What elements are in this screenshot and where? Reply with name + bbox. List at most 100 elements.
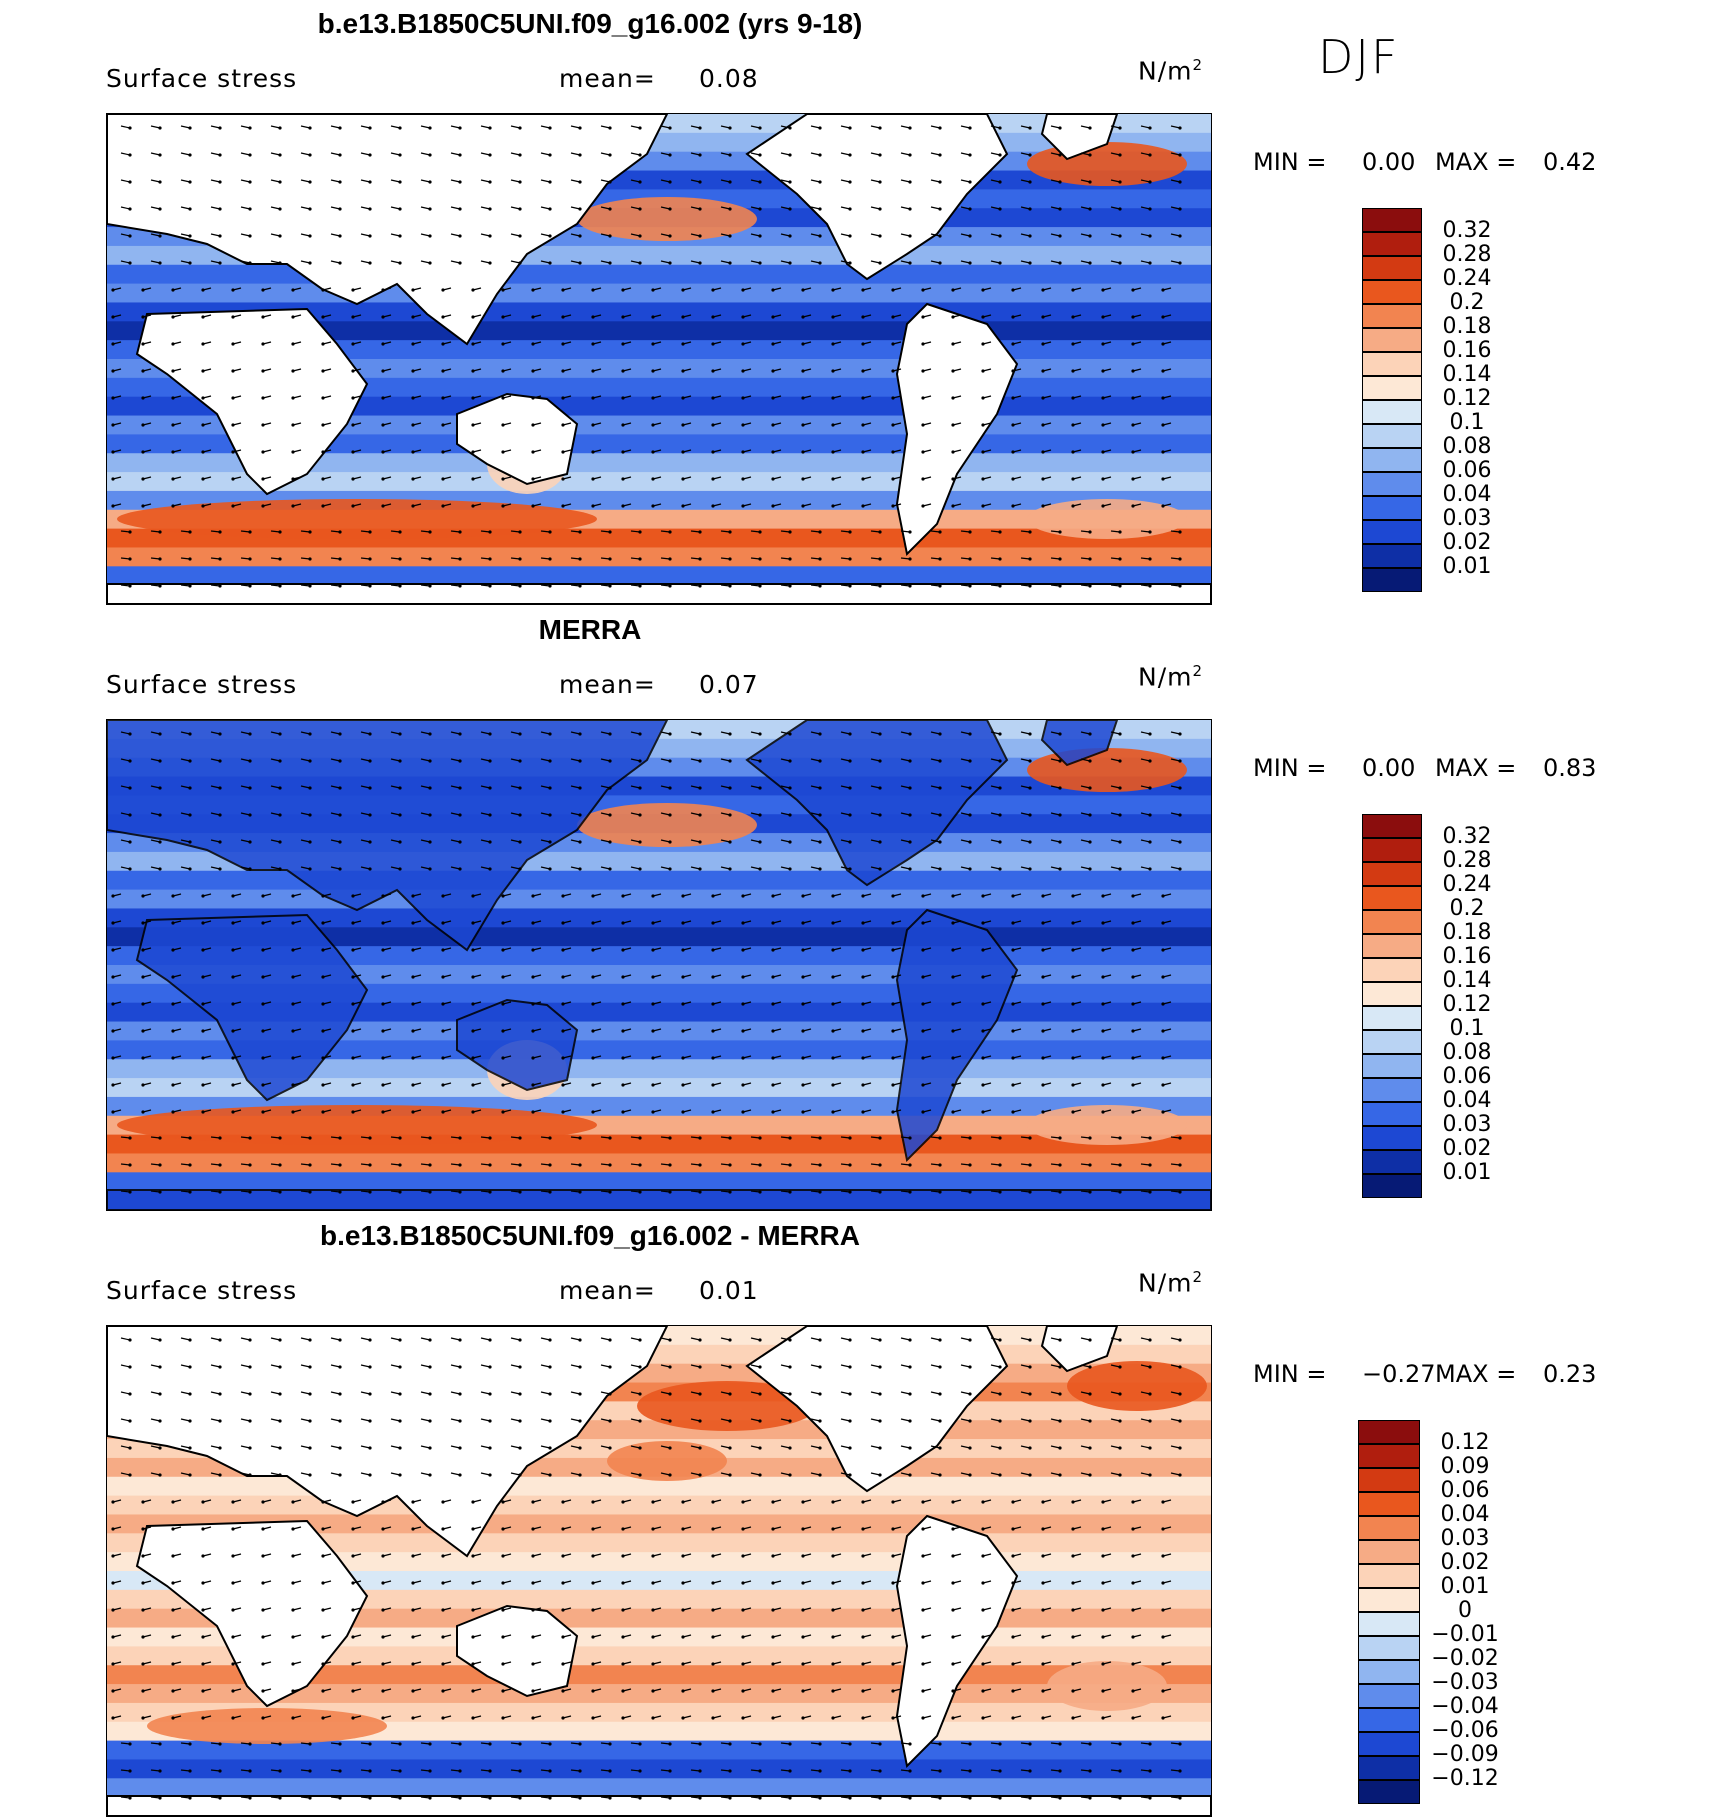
- colorbar-tick-label: 0.16: [1427, 944, 1507, 969]
- panel-title: MERRA: [40, 614, 1140, 646]
- colorbar-segment: [1362, 496, 1422, 520]
- colorbar-segment: [1362, 1030, 1422, 1054]
- colorbar-segment: [1362, 1078, 1422, 1102]
- stress-patch: [147, 1708, 387, 1744]
- colorbar-tick-label: 0.09: [1425, 1454, 1505, 1479]
- colorbar-tick-label: 0.02: [1427, 1136, 1507, 1161]
- colorbar-segment: [1362, 934, 1422, 958]
- stress-band: [107, 890, 1211, 909]
- max-value: 0.23: [1543, 1360, 1596, 1388]
- colorbar-segment: [1362, 982, 1422, 1006]
- colorbar-segment: [1358, 1444, 1420, 1468]
- colorbar-segment: [1358, 1468, 1420, 1492]
- map-svg: [107, 114, 1211, 604]
- colorbar-segment: [1362, 424, 1422, 448]
- colorbar-segment: [1358, 1540, 1420, 1564]
- colorbar-tick-label: −0.06: [1425, 1718, 1505, 1743]
- mean-value: 0.07: [699, 670, 759, 699]
- colorbar-tick-label: 0.06: [1427, 458, 1507, 483]
- colorbar-segment: [1358, 1516, 1420, 1540]
- units-superscript: 2: [1192, 662, 1203, 680]
- colorbar-segment: [1362, 448, 1422, 472]
- colorbar-segment: [1358, 1420, 1420, 1444]
- colorbar-tick-label: −0.03: [1425, 1670, 1505, 1695]
- colorbar-tick-label: 0.03: [1425, 1526, 1505, 1551]
- colorbar-segment: [1362, 400, 1422, 424]
- map-svg: [107, 720, 1211, 1210]
- panel-title: b.e13.B1850C5UNI.f09_g16.002 - MERRA: [40, 1220, 1140, 1252]
- colorbar-tick-label: 0.04: [1427, 482, 1507, 507]
- stress-patch: [1027, 748, 1187, 792]
- colorbar-segment: [1362, 280, 1422, 304]
- max-label: MAX =: [1435, 148, 1516, 176]
- colorbar-segment: [1362, 814, 1422, 838]
- colorbar-tick-label: 0.03: [1427, 1112, 1507, 1137]
- max-label: MAX =: [1435, 1360, 1516, 1388]
- colorbar-tick-label: 0.12: [1427, 992, 1507, 1017]
- mean-label: mean=: [559, 64, 656, 93]
- colorbar-segment: [1358, 1780, 1420, 1804]
- colorbar-tick-label: 0.18: [1427, 920, 1507, 945]
- colorbar-tick-label: 0.28: [1427, 848, 1507, 873]
- colorbar-tick-label: 0.32: [1427, 218, 1507, 243]
- colorbar-segment: [1362, 304, 1422, 328]
- map-panel: [106, 1325, 1212, 1817]
- colorbar-segment: [1362, 1126, 1422, 1150]
- min-value: 0.00: [1362, 148, 1415, 176]
- colorbar-tick-label: 0.04: [1427, 1088, 1507, 1113]
- max-value: 0.83: [1543, 754, 1596, 782]
- colorbar-segment: [1358, 1756, 1420, 1780]
- map-panel: [106, 719, 1212, 1211]
- colorbar-segment: [1358, 1612, 1420, 1636]
- mean-label: mean=: [559, 670, 656, 699]
- min-label: MIN =: [1253, 148, 1326, 176]
- max-value: 0.42: [1543, 148, 1596, 176]
- colorbar-segment: [1362, 1150, 1422, 1174]
- units-text: N/m: [1138, 56, 1192, 85]
- colorbar-segment: [1358, 1660, 1420, 1684]
- colorbar-tick-label: 0.08: [1427, 1040, 1507, 1065]
- colorbar-tick-label: 0.12: [1427, 386, 1507, 411]
- colorbar-tick-label: 0.02: [1425, 1550, 1505, 1575]
- colorbar-tick-label: 0: [1425, 1598, 1505, 1623]
- colorbar-tick-label: 0.24: [1427, 872, 1507, 897]
- units-superscript: 2: [1192, 1268, 1203, 1286]
- colorbar-tick-label: 0.01: [1427, 1160, 1507, 1185]
- colorbar-segment: [1362, 1006, 1422, 1030]
- continent-outline: [107, 1796, 1211, 1816]
- colorbar-tick-label: 0.12: [1425, 1430, 1505, 1455]
- map-panel: [106, 113, 1212, 605]
- colorbar-tick-label: 0.01: [1427, 554, 1507, 579]
- colorbar-tick-label: 0.2: [1427, 896, 1507, 921]
- colorbar-tick-label: 0.1: [1427, 410, 1507, 435]
- colorbar-segment: [1362, 1174, 1422, 1198]
- min-label: MIN =: [1253, 1360, 1326, 1388]
- mean-value: 0.01: [699, 1276, 759, 1305]
- colorbar-tick-label: 0.32: [1427, 824, 1507, 849]
- colorbar-segment: [1362, 958, 1422, 982]
- colorbar-segment: [1358, 1564, 1420, 1588]
- panel-title: b.e13.B1850C5UNI.f09_g16.002 (yrs 9-18): [40, 8, 1140, 40]
- colorbar-tick-label: 0.14: [1427, 362, 1507, 387]
- colorbar-segment: [1362, 352, 1422, 376]
- colorbar-tick-label: −0.04: [1425, 1694, 1505, 1719]
- variable-label: Surface stress: [106, 64, 297, 93]
- colorbar-segment: [1362, 376, 1422, 400]
- min-value: 0.00: [1362, 754, 1415, 782]
- colorbar-segment: [1358, 1492, 1420, 1516]
- colorbar-tick-label: 0.1: [1427, 1016, 1507, 1041]
- colorbar-tick-label: 0.02: [1427, 530, 1507, 555]
- stress-band: [107, 1759, 1211, 1778]
- continent-outline: [107, 1190, 1211, 1210]
- colorbar-segment: [1362, 544, 1422, 568]
- season-label: DJF: [1318, 30, 1399, 84]
- min-value: −0.27: [1362, 1360, 1436, 1388]
- stress-patch: [1047, 1661, 1167, 1711]
- colorbar-tick-label: 0.04: [1425, 1502, 1505, 1527]
- variable-label: Surface stress: [106, 1276, 297, 1305]
- stress-band: [107, 1172, 1211, 1191]
- stress-band: [107, 547, 1211, 566]
- map-svg: [107, 1326, 1211, 1816]
- units-label: N/m2: [1138, 56, 1203, 85]
- stress-band: [107, 284, 1211, 303]
